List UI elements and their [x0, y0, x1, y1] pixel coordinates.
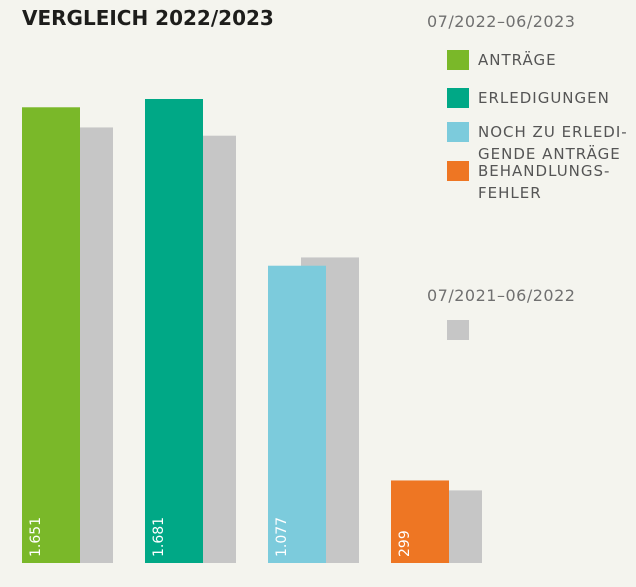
- bar: [268, 265, 326, 563]
- legend-swatch: [447, 50, 469, 70]
- legend-label: ERLEDIGUNGEN: [478, 89, 610, 107]
- legend-header: 07/2021–06/2022: [427, 286, 576, 305]
- legend-label: BEHANDLUNGS- FEHLER: [478, 162, 611, 202]
- value-label: 1.651: [28, 517, 44, 557]
- legend-swatch: [447, 320, 469, 340]
- value-label: 1.681: [151, 517, 167, 557]
- bar: [145, 99, 203, 563]
- legend-header: 07/2022–06/2023: [427, 12, 576, 31]
- value-label: 1.077: [274, 517, 290, 557]
- legend-label: ANTRÄGE: [478, 51, 557, 69]
- legend-label: NOCH ZU ERLEDI- GENDE ANTRÄGE: [478, 123, 628, 163]
- legend-swatch: [447, 88, 469, 108]
- bar: [22, 107, 80, 563]
- legend-swatch: [447, 122, 469, 142]
- chart-title: VERGLEICH 2022/2023: [22, 6, 274, 30]
- bar: [391, 480, 449, 563]
- value-label: 299: [397, 530, 413, 557]
- legend-swatch: [447, 161, 469, 181]
